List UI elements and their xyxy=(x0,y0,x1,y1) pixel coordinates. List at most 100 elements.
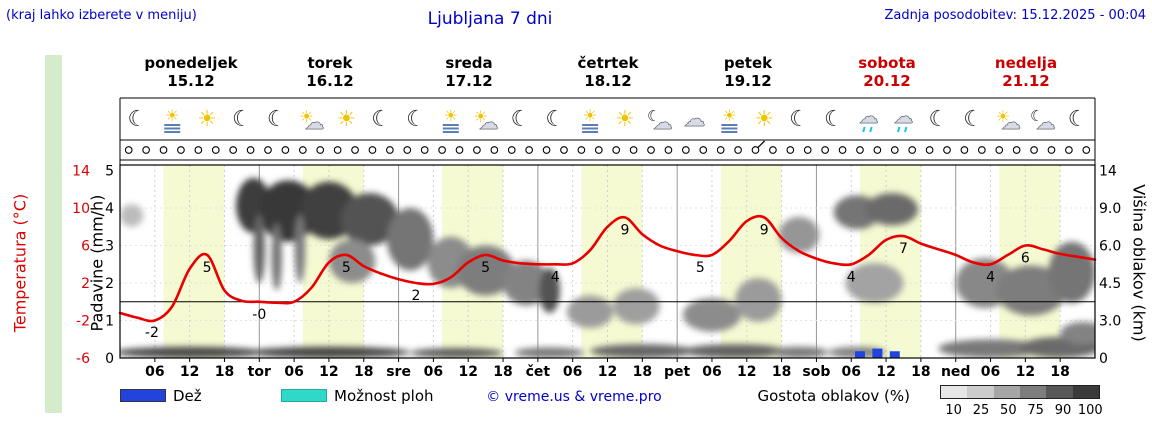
svg-text:☀: ☀ xyxy=(615,107,635,132)
svg-text:☁: ☁ xyxy=(684,107,706,132)
svg-text:9: 9 xyxy=(620,222,629,238)
svg-text:2: 2 xyxy=(105,276,114,292)
svg-text:6.0: 6.0 xyxy=(1099,239,1121,255)
copyright-link[interactable]: © vreme.us & vreme.pro xyxy=(486,389,662,405)
day-date: 17.12 xyxy=(445,72,493,90)
day-date: 21.12 xyxy=(1002,72,1050,90)
svg-text:☁: ☁ xyxy=(859,104,879,128)
svg-text:-6: -6 xyxy=(76,351,90,367)
sun-icon: ☀ xyxy=(197,107,217,132)
svg-text:0: 0 xyxy=(1099,351,1108,367)
density-swatch-segment xyxy=(1019,386,1047,398)
svg-text:☁: ☁ xyxy=(305,110,325,134)
moon-icon: ☾ xyxy=(545,107,565,132)
svg-text:06: 06 xyxy=(702,364,721,380)
day-header-saturday: sobota 20.12 xyxy=(821,54,953,90)
svg-text:18: 18 xyxy=(772,364,791,380)
sun-cloud-icon: ☀☁ xyxy=(299,107,324,134)
svg-text:sob: sob xyxy=(802,364,830,380)
cloud-icon: ☁ xyxy=(683,107,706,133)
svg-text:ned: ned xyxy=(941,364,970,380)
page-title: Ljubljana 7 dni xyxy=(427,9,553,29)
density-tick: 75 xyxy=(1027,403,1044,418)
day-header-wednesday: sreda 17.12 xyxy=(403,54,535,90)
sun-cloud-icon: ☀☁ xyxy=(473,107,498,134)
sun-cloud-icon: ☀☁ xyxy=(996,107,1021,134)
sun-fog-icon: ☀ xyxy=(442,106,459,133)
svg-text:☾: ☾ xyxy=(371,107,391,132)
cloud-density-scale-ticks: 10 25 50 75 90 100 xyxy=(940,403,1104,418)
svg-text:12: 12 xyxy=(180,364,199,380)
svg-text:-2: -2 xyxy=(145,325,159,341)
svg-text:12: 12 xyxy=(737,364,756,380)
temperature-labels: -2 5 -0 5 2 5 4 9 5 9 4 7 4 6 xyxy=(145,222,1030,341)
moon-icon: ☾ xyxy=(128,107,148,132)
density-swatch-segment xyxy=(993,386,1020,398)
day-header-friday: petek 19.12 xyxy=(682,54,814,90)
moon-icon: ☾ xyxy=(963,107,983,132)
moon-icon: ☾ xyxy=(267,107,287,132)
svg-text:☾: ☾ xyxy=(511,107,531,132)
sun-fog-icon: ☀ xyxy=(164,106,181,133)
svg-text:0: 0 xyxy=(105,351,114,367)
sun-icon: ☀ xyxy=(336,107,356,132)
svg-text:4: 4 xyxy=(847,269,856,285)
svg-text:12: 12 xyxy=(598,364,617,380)
svg-text:☾: ☾ xyxy=(647,107,660,125)
svg-text:☀: ☀ xyxy=(299,107,313,126)
svg-text:12: 12 xyxy=(458,364,477,380)
svg-text:-0: -0 xyxy=(252,307,266,323)
day-header-tuesday: torek 16.12 xyxy=(264,54,396,90)
svg-text:18: 18 xyxy=(493,364,512,380)
svg-text:1: 1 xyxy=(105,314,114,330)
svg-text:☾: ☾ xyxy=(928,107,948,132)
svg-text:pet: pet xyxy=(664,364,691,380)
weather-icons: ☾ ☀ ☀ ☾ ☾ ☀☁ ☀ ☾ ☾ ☀ ☀☁ ☾ ☾ ☀ ☀ ☾☁ ☁ ☀ ☀ ☾ ☾ ☁ ☁ ☾ ☾ ☀☁ ☾☁ ☾ xyxy=(128,104,1088,135)
cloud-moon-icon: ☾☁ xyxy=(1030,107,1056,134)
moon-icon: ☾ xyxy=(371,107,391,132)
svg-text:☾: ☾ xyxy=(128,107,148,132)
svg-text:18: 18 xyxy=(215,364,234,380)
day-name: nedelja xyxy=(994,54,1058,72)
cloud-moon-icon: ☾☁ xyxy=(647,107,673,134)
svg-text:06: 06 xyxy=(842,364,861,380)
svg-text:9.0: 9.0 xyxy=(1099,201,1121,217)
svg-text:čet: čet xyxy=(526,364,551,380)
moon-icon: ☾ xyxy=(824,107,844,132)
day-date: 19.12 xyxy=(724,72,772,90)
moon-icon: ☾ xyxy=(928,107,948,132)
day-name: sreda xyxy=(445,54,493,72)
svg-text:tor: tor xyxy=(248,364,271,380)
svg-text:6: 6 xyxy=(81,239,90,255)
svg-text:☀: ☀ xyxy=(197,107,217,132)
svg-text:☀: ☀ xyxy=(336,107,356,132)
svg-text:06: 06 xyxy=(424,364,443,380)
svg-text:7: 7 xyxy=(899,241,908,257)
svg-text:☀: ☀ xyxy=(754,107,774,132)
svg-text:6: 6 xyxy=(1021,251,1030,267)
moon-icon: ☾ xyxy=(511,107,531,132)
density-swatch-segment xyxy=(1046,386,1073,398)
cloud-cover-symbols xyxy=(124,140,1091,154)
showers-legend-swatch xyxy=(281,389,327,402)
day-name: četrtek xyxy=(577,54,639,72)
svg-text:18: 18 xyxy=(911,364,930,380)
svg-text:06: 06 xyxy=(284,364,303,380)
rain-cloud-icon: ☁ xyxy=(893,104,914,133)
day-name: torek xyxy=(307,54,353,72)
svg-text:4: 4 xyxy=(551,269,560,285)
svg-text:3: 3 xyxy=(105,239,114,255)
svg-text:4: 4 xyxy=(986,269,995,285)
x-axis-labels: 06 12 18 tor 06 12 18 sre 06 12 18 čet 06 12 18 pet 06 12… xyxy=(145,358,1070,380)
day-header-monday: ponedeljek 15.12 xyxy=(125,54,257,90)
svg-text:10: 10 xyxy=(72,201,90,217)
svg-text:☁: ☁ xyxy=(1001,110,1021,134)
temperature-curve xyxy=(118,214,1097,323)
svg-text:5: 5 xyxy=(203,260,212,276)
density-swatch-segment xyxy=(967,386,994,398)
svg-text:☀: ☀ xyxy=(583,106,597,125)
day-header-thursday: četrtek 18.12 xyxy=(542,54,674,90)
density-swatch-segment xyxy=(941,386,968,398)
svg-text:☾: ☾ xyxy=(545,107,565,132)
